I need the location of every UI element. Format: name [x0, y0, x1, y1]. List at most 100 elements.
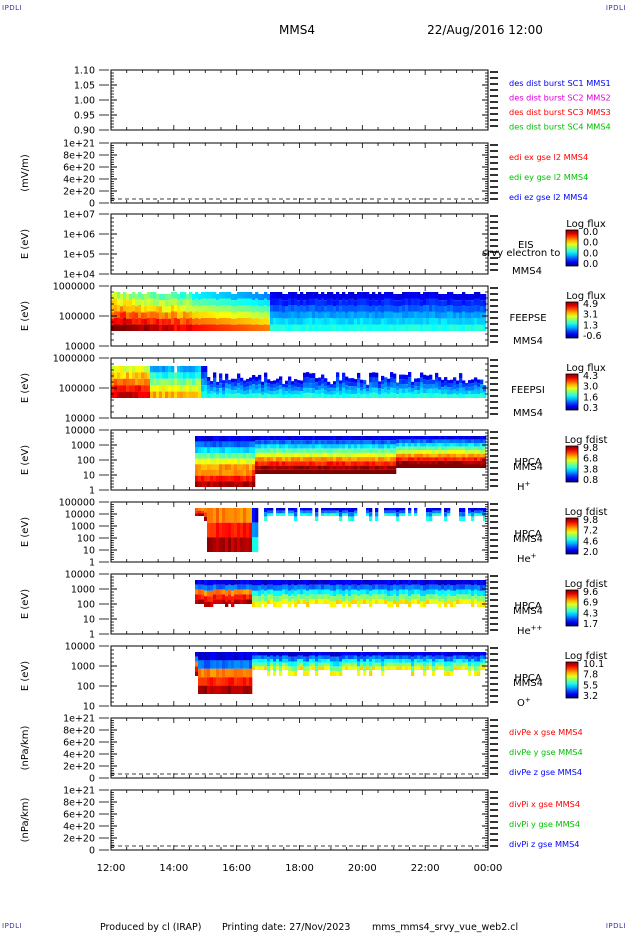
- spectrogram-cell: [204, 372, 208, 379]
- spectrogram-cell: [459, 436, 463, 440]
- spectrogram-cell: [129, 385, 133, 392]
- spectrogram-cell: [459, 460, 463, 465]
- spectrogram-cell: [210, 292, 214, 299]
- spectrogram-cell: [390, 457, 394, 462]
- spectrogram-cell: [396, 300, 400, 307]
- colorbar-title: Log fdist: [565, 651, 608, 662]
- spectrogram-cell: [276, 298, 280, 305]
- spectrogram-cell: [243, 677, 247, 686]
- spectrogram-cell: [468, 589, 472, 595]
- spectrogram-cell: [420, 590, 424, 597]
- spectrogram-cell: [444, 457, 448, 461]
- spectrogram-cell: [456, 436, 460, 440]
- spectrogram-cell: [381, 452, 385, 458]
- spectrogram-cell: [450, 387, 454, 391]
- spectrogram-cell: [372, 444, 376, 449]
- spectrogram-cell: [474, 311, 478, 318]
- spectrogram-cell: [432, 436, 436, 440]
- spectrogram-cell: [258, 436, 262, 441]
- spectrogram-cell: [210, 677, 214, 686]
- spectrogram-cell: [195, 656, 199, 662]
- spectrogram-cell: [399, 659, 403, 663]
- spectrogram-cell: [429, 460, 433, 465]
- spectrogram-cell: [393, 440, 397, 445]
- spectrogram-cell: [351, 461, 355, 466]
- colorbar-title: Log flux: [566, 291, 606, 302]
- spectrogram-cell: [210, 652, 214, 661]
- spectrogram-cell: [138, 318, 142, 325]
- spectrogram-cell: [228, 475, 232, 482]
- spectrogram-cell: [459, 446, 463, 451]
- spectrogram-cell: [387, 436, 391, 441]
- spectrogram-cell: [336, 666, 340, 672]
- spectrogram-cell: [405, 589, 409, 595]
- spectrogram-cell: [243, 453, 247, 459]
- spectrogram-cell: [228, 599, 232, 604]
- spectrogram-cell: [468, 306, 472, 313]
- spectrogram-cell: [165, 385, 169, 392]
- spectrogram-cell: [411, 394, 415, 398]
- spectrogram-cell: [339, 457, 343, 462]
- spectrogram-cell: [273, 384, 277, 388]
- spectrogram-cell: [363, 298, 367, 305]
- spectrogram-cell: [321, 393, 325, 398]
- spectrogram-cell: [426, 292, 430, 299]
- spectrogram-cell: [429, 666, 433, 670]
- spectrogram-cell: [339, 584, 343, 590]
- spectrogram-cell: [477, 390, 481, 395]
- spectrogram-cell: [408, 311, 412, 318]
- spectrogram-cell: [231, 470, 235, 476]
- spectrogram-cell: [480, 464, 484, 468]
- spectrogram-cell: [258, 452, 262, 458]
- spectrogram-cell: [264, 590, 268, 597]
- spectrogram-cell: [231, 481, 235, 487]
- spectrogram-cell: [279, 393, 283, 398]
- spectrogram-cell: [201, 584, 205, 590]
- spectrogram-cell: [417, 584, 421, 590]
- spectrogram-cell: [381, 465, 385, 470]
- colorbar-tick-label: 9.8: [583, 515, 598, 526]
- spectrogram-cell: [276, 662, 280, 667]
- spectrogram-cell: [324, 510, 328, 514]
- spectrogram-cell: [117, 292, 121, 299]
- legend-entry: edi ex gse l2 MMS4: [509, 152, 588, 162]
- spectrogram-cell: [297, 306, 301, 313]
- spectrogram-cell: [234, 537, 238, 552]
- spectrogram-cell: [267, 580, 271, 585]
- x-tick-label: 12:00: [97, 863, 126, 874]
- spectrogram-cell: [234, 470, 238, 476]
- spectrogram-cell: [480, 312, 484, 319]
- spectrogram-cell: [375, 300, 379, 307]
- spectrogram-cell: [372, 589, 376, 595]
- spectrogram-cell: [477, 305, 481, 312]
- spectrogram-cell: [453, 585, 457, 591]
- spectrogram-cell: [438, 453, 442, 458]
- spectrogram-cell: [267, 513, 271, 516]
- spectrogram-cell: [387, 318, 391, 325]
- spacecraft-label: MMS4: [513, 408, 543, 419]
- colorbar-title: Log fdist: [565, 579, 608, 590]
- spectrogram-cell: [474, 292, 478, 299]
- spectrogram-cell: [225, 292, 229, 299]
- spectrogram-cell: [279, 324, 283, 331]
- spectrogram-cell: [246, 436, 250, 442]
- spectrogram-cell: [471, 324, 475, 331]
- spectrogram-cell: [456, 655, 460, 660]
- spectrogram-cell: [393, 388, 397, 394]
- spectrogram-cell: [432, 305, 436, 312]
- spectrogram-cell: [333, 652, 337, 657]
- spectrogram-cell: [258, 306, 262, 313]
- spectrogram-cell: [345, 584, 349, 590]
- spectrogram-cell: [378, 584, 382, 590]
- spectrogram-cell: [363, 393, 367, 398]
- spectrogram-cell: [246, 589, 250, 595]
- spectrogram-cell: [300, 324, 304, 331]
- spectrogram-cell: [297, 469, 301, 474]
- spectrogram-cell: [219, 393, 223, 398]
- spectrogram-cell: [378, 457, 382, 462]
- spectrogram-cell: [396, 450, 400, 454]
- spectrogram-cell: [114, 311, 118, 318]
- spectrogram-cell: [411, 666, 415, 672]
- spectrogram-cell: [243, 391, 247, 395]
- spectrogram-cell: [285, 380, 289, 385]
